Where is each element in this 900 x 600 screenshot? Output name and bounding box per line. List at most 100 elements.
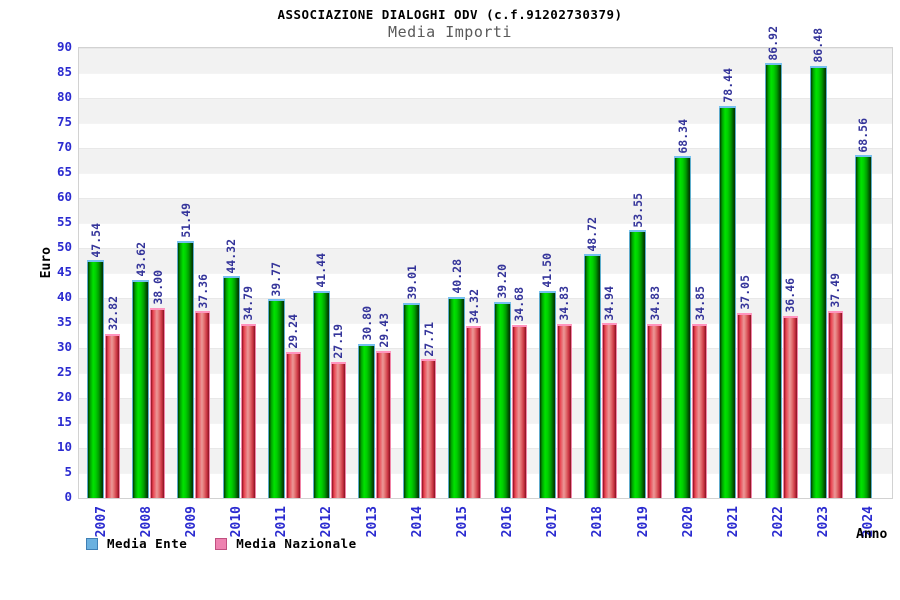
bar-value-label-ente-2017: 41.50 [540, 252, 555, 288]
bar-value-label-naz-2008: 38.00 [150, 270, 165, 305]
bar-value-label-ente-2014: 39.01 [404, 265, 419, 300]
bar-ente-2016 [493, 302, 511, 498]
bar-ente-2023 [809, 65, 827, 498]
bar-value-label-naz-2013: 29.43 [376, 313, 391, 348]
bar-value-label-ente-2016: 39.20 [495, 264, 509, 299]
y-tick-label-30: 30 [56, 339, 72, 354]
x-tick-label-2012: 2012 [319, 506, 335, 538]
bar-naz-2016 [511, 324, 527, 498]
bar-naz-2012 [330, 362, 346, 498]
bar-value-label-ente-2023: 86.48 [811, 27, 826, 63]
y-tick-label-60: 60 [56, 189, 72, 204]
x-tick-label-2016: 2016 [500, 506, 515, 538]
bar-ente-2013 [358, 344, 375, 498]
bar-ente-2018 [583, 254, 601, 498]
bar-ente-2010 [222, 276, 240, 498]
plot-area: 47.54 32.82 43.62 38.00 51.49 37.36 44.32 34.79… [78, 26, 893, 499]
bar-value-label-naz-2016: 34.68 [512, 286, 526, 322]
bar-naz-2013 [376, 350, 391, 498]
bar-naz-2010 [240, 324, 256, 498]
legend-label-media-ente: Media Ente [107, 536, 188, 551]
bar-ente-2008 [132, 279, 150, 498]
y-tick-label-0: 0 [64, 489, 72, 504]
bar-value-label-naz-2014: 27.71 [421, 321, 436, 357]
y-tick-label-55: 55 [56, 214, 72, 229]
bar-naz-2009 [195, 311, 211, 498]
x-tick-label-2014: 2014 [409, 506, 425, 538]
bar-naz-2022 [782, 315, 798, 498]
bar-value-label-naz-2020: 34.85 [692, 286, 707, 321]
chart-subtitle: Media Importi [388, 23, 512, 41]
y-tick-label-15: 15 [56, 414, 72, 429]
legend: Media Ente Media Nazionale [86, 536, 357, 551]
x-tick-label-2017: 2017 [545, 506, 561, 538]
x-tick-label-2021: 2021 [725, 506, 741, 538]
bar-naz-2019 [647, 323, 662, 498]
bar-value-label-ente-2010: 44.32 [224, 238, 238, 274]
y-tick-label-40: 40 [56, 289, 72, 304]
bar-value-label-ente-2022: 86.92 [766, 25, 780, 61]
y-tick-label-50: 50 [56, 239, 72, 254]
bar-value-label-ente-2020: 68.34 [675, 118, 690, 154]
bar-value-label-ente-2024: 68.56 [856, 117, 871, 153]
bar-ente-2017 [538, 290, 556, 498]
bar-value-label-naz-2022: 36.46 [783, 278, 797, 313]
legend-swatch-media-ente-icon [86, 537, 98, 550]
x-tick-label-2010: 2010 [229, 506, 244, 538]
x-tick-label-2009: 2009 [183, 506, 199, 538]
bar-value-label-ente-2011: 39.77 [269, 261, 284, 297]
y-tick-label-65: 65 [56, 164, 72, 179]
bar-value-label-naz-2019: 34.83 [647, 286, 662, 321]
bar-value-label-naz-2007: 32.82 [105, 296, 120, 331]
bar-value-label-naz-2015: 34.32 [466, 288, 481, 324]
bar-value-label-ente-2019: 53.55 [630, 192, 645, 228]
x-tick-label-2007: 2007 [93, 506, 109, 538]
x-tick-label-2013: 2013 [364, 506, 380, 538]
bar-value-label-ente-2012: 41.44 [314, 253, 329, 288]
bar-value-label-ente-2009: 51.49 [178, 202, 193, 238]
x-tick-label-2020: 2020 [680, 506, 696, 538]
y-tick-label-20: 20 [56, 389, 72, 404]
x-tick-label-2018: 2018 [590, 506, 606, 538]
bar-ente-2019 [629, 230, 646, 498]
bar-ente-2009 [177, 240, 195, 498]
bar-ente-2012 [312, 290, 330, 498]
bar-value-label-ente-2018: 48.72 [585, 216, 600, 252]
x-tick-label-2015: 2015 [454, 506, 470, 538]
bar-naz-2023 [827, 310, 843, 498]
x-tick-label-2008: 2008 [138, 506, 154, 538]
bar-ente-2014 [403, 302, 421, 498]
bar-naz-2008 [150, 308, 166, 498]
bar-value-label-naz-2017: 34.83 [557, 286, 572, 321]
x-axis-title: Anno [856, 527, 888, 542]
bar-value-label-naz-2023: 37.49 [828, 272, 843, 308]
bar-naz-2011 [285, 351, 301, 498]
bar-value-label-naz-2009: 37.36 [195, 273, 210, 309]
y-tick-label-75: 75 [56, 114, 72, 129]
bar-naz-2020 [692, 323, 708, 498]
x-tick-label-2019: 2019 [635, 506, 651, 538]
bar-naz-2015 [466, 326, 482, 498]
bar-value-label-naz-2012: 27.19 [331, 324, 346, 360]
bar-ente-2015 [448, 296, 466, 498]
y-tick-label-45: 45 [56, 264, 72, 279]
legend-label-media-nazionale: Media Nazionale [236, 536, 357, 551]
bar-value-label-naz-2018: 34.94 [602, 285, 617, 321]
x-tick-label-2011: 2011 [274, 506, 290, 538]
y-tick-label-10: 10 [56, 439, 72, 454]
y-tick-label-70: 70 [56, 139, 72, 154]
y-tick-label-80: 80 [56, 89, 72, 104]
y-tick-label-5: 5 [64, 464, 72, 479]
chart-title: ASSOCIAZIONE DIALOGHI ODV (c.f.912027303… [277, 7, 623, 22]
bar-value-label-ente-2008: 43.62 [133, 242, 148, 277]
bar-naz-2018 [601, 323, 617, 498]
bar-value-label-naz-2010: 34.79 [241, 286, 255, 322]
bar-naz-2007 [105, 333, 120, 498]
bar-ente-2007 [87, 260, 104, 498]
bar-ente-2024 [854, 155, 872, 498]
bar-value-label-ente-2015: 40.28 [449, 258, 464, 294]
bar-value-label-naz-2021: 37.05 [737, 275, 752, 310]
bar-value-label-ente-2013: 30.80 [359, 306, 374, 341]
x-tick-label-2022: 2022 [771, 506, 786, 538]
